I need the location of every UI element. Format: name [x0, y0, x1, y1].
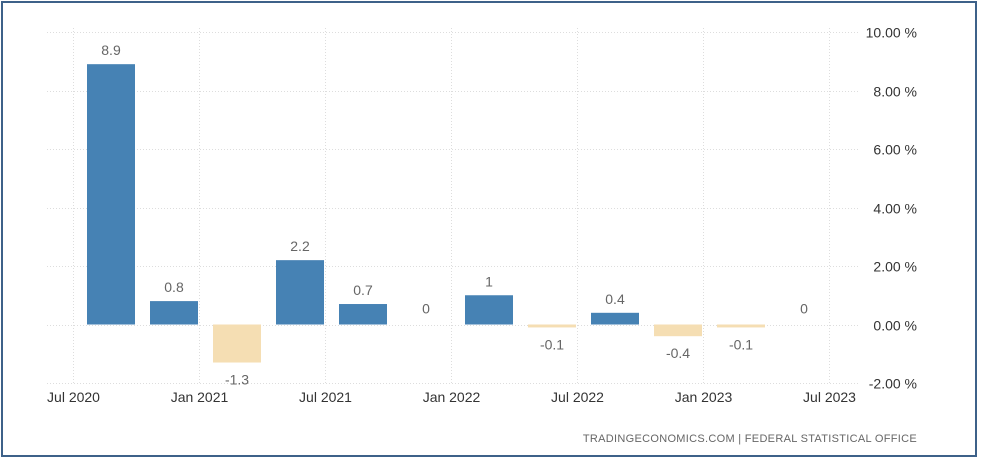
data-label: 1	[485, 273, 493, 289]
y-tick-label: 10.00 %	[866, 25, 917, 41]
data-label: 0.7	[353, 282, 373, 298]
y-tick-label: 4.00 %	[873, 201, 917, 217]
data-label: 8.9	[101, 42, 121, 58]
bar	[465, 295, 513, 325]
y-axis: 10.00 % 8.00 % 6.00 % 4.00 % 2.00 % 0.00 % -2.…	[866, 25, 917, 392]
data-label: 0	[800, 301, 808, 317]
bar	[150, 301, 198, 325]
data-label: 2.2	[290, 238, 310, 254]
source-credit: TRADINGECONOMICS.COM | FEDERAL STATISTIC…	[583, 433, 917, 445]
x-tick-label: Jul 2021	[299, 389, 352, 405]
x-tick-label: Jul 2020	[47, 389, 100, 405]
x-tick-label: Jul 2023	[803, 389, 856, 405]
gridlines	[47, 28, 860, 384]
x-tick-label: Jan 2022	[423, 389, 481, 405]
data-label: -0.1	[729, 336, 753, 352]
y-tick-label: 0.00 %	[873, 318, 917, 334]
x-tick-label: Jan 2023	[675, 389, 733, 405]
x-axis: Jul 2020 Jan 2021 Jul 2021 Jan 2022 Jul 2022…	[47, 389, 856, 405]
bar	[213, 324, 261, 363]
data-label: -0.4	[666, 345, 690, 361]
y-tick-label: 2.00 %	[873, 259, 917, 275]
bar	[591, 312, 639, 325]
bar	[339, 304, 387, 325]
bar	[276, 260, 324, 325]
data-label: -1.3	[225, 372, 249, 388]
bar	[528, 324, 576, 328]
x-tick-label: Jul 2022	[551, 389, 604, 405]
y-tick-label: -2.00 %	[869, 376, 917, 392]
y-tick-label: 6.00 %	[873, 142, 917, 158]
data-label: -0.1	[540, 336, 564, 352]
bar	[717, 324, 765, 328]
data-label: 0.8	[164, 279, 184, 295]
data-label: 0.4	[605, 291, 625, 307]
bar-series	[87, 64, 765, 363]
bar	[87, 64, 135, 325]
y-tick-label: 8.00 %	[873, 84, 917, 100]
bar	[654, 324, 702, 337]
data-label: 0	[422, 301, 430, 317]
x-tick-label: Jan 2021	[171, 389, 229, 405]
data-labels: 8.9 0.8 -1.3 2.2 0.7 0 1 -0.1 0.4 -0.4 -0.1 0	[101, 42, 808, 387]
